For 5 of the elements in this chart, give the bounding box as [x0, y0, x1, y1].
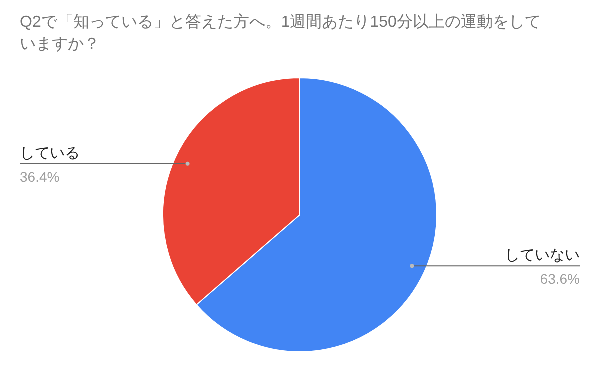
chart-title: Q2で「知っている」と答えた方へ。1週間あたり150分以上の運動をしていますか？	[20, 12, 542, 55]
slice-label: している	[20, 144, 80, 162]
slice-label: していない	[505, 247, 580, 264]
data-label: 63.6%	[540, 271, 580, 288]
data-label: 36.4%	[20, 168, 60, 185]
